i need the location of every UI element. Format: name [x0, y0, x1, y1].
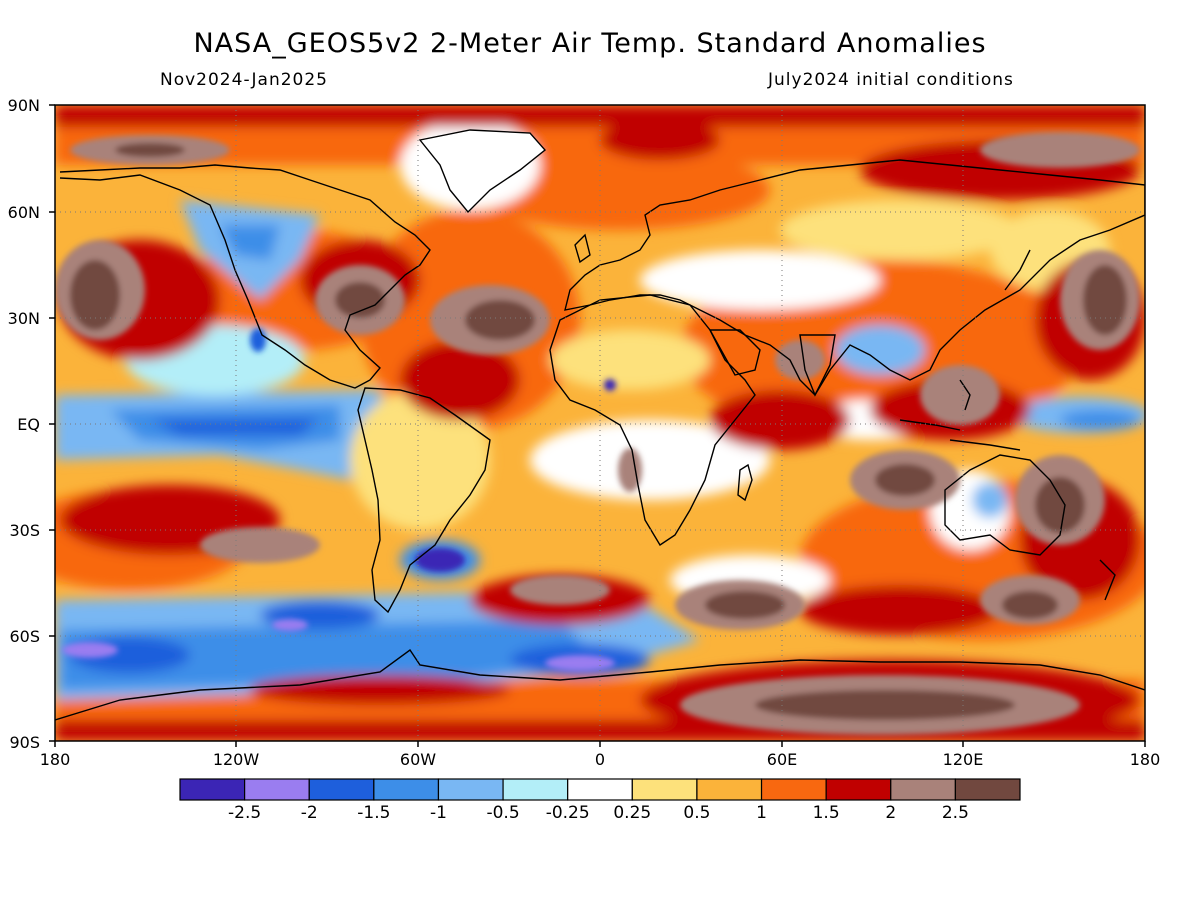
- anomaly-field: [55, 105, 1145, 741]
- coastlines: [55, 129, 1145, 721]
- colorbar-swatch: [567, 778, 633, 801]
- colorbar-label: -1: [429, 803, 447, 823]
- colorbar-swatch: [308, 778, 375, 801]
- colorbar-swatch: [502, 778, 569, 801]
- colorbar-swatch: [825, 778, 892, 801]
- lat-label-90n: 90N: [7, 96, 40, 115]
- initial-conditions: July2024 initial conditions: [768, 70, 1014, 90]
- colorbar-swatch: [696, 778, 763, 801]
- colorbar-label: -1.5: [357, 803, 391, 823]
- colorbar-label: 2: [885, 803, 897, 823]
- lat-label-60n: 60N: [7, 203, 40, 222]
- colorbar: [179, 778, 1021, 801]
- colorbar-label: 1: [756, 803, 767, 823]
- lon-label-180e: 180: [1129, 750, 1161, 769]
- colorbar-label: -0.5: [486, 803, 520, 823]
- lon-label-60w: 60W: [399, 750, 437, 769]
- colorbar-label: 0.5: [683, 803, 711, 823]
- colorbar-label: -2.5: [228, 803, 262, 823]
- colorbar-swatch: [890, 778, 956, 801]
- lat-label-30s: 30S: [9, 521, 40, 540]
- forecast-period: Nov2024-Jan2025: [160, 70, 328, 90]
- axis-ticks: [49, 104, 1146, 747]
- colorbar-swatch: [954, 778, 1021, 801]
- lat-label-60s: 60S: [9, 627, 40, 646]
- colorbar-swatch: [631, 778, 698, 801]
- graticule: [55, 105, 1145, 741]
- lon-label-60e: 60E: [766, 750, 798, 769]
- lat-label-90s: 90S: [9, 733, 40, 752]
- colorbar-swatch: [244, 778, 310, 801]
- colorbar-label: 1.5: [812, 803, 840, 823]
- lat-label-eq: EQ: [17, 415, 40, 434]
- map-title: NASA_GEOS5v2 2-Meter Air Temp. Standard …: [193, 28, 987, 59]
- colorbar-swatch: [760, 778, 827, 801]
- lon-label-120e: 120E: [942, 750, 984, 769]
- colorbar-swatch: [179, 778, 246, 801]
- colorbar-swatch: [373, 778, 440, 801]
- colorbar-label: -0.25: [545, 803, 590, 823]
- colorbar-label: -2: [300, 803, 318, 823]
- colorbar-label: 2.5: [941, 803, 969, 823]
- lat-label-30n: 30N: [7, 309, 40, 328]
- colorbar-label: 0.25: [613, 803, 652, 823]
- lon-label-180w: 180: [39, 750, 71, 769]
- lon-label-0: 0: [594, 750, 606, 769]
- lon-label-120w: 120W: [212, 750, 260, 769]
- colorbar-swatch: [437, 778, 504, 801]
